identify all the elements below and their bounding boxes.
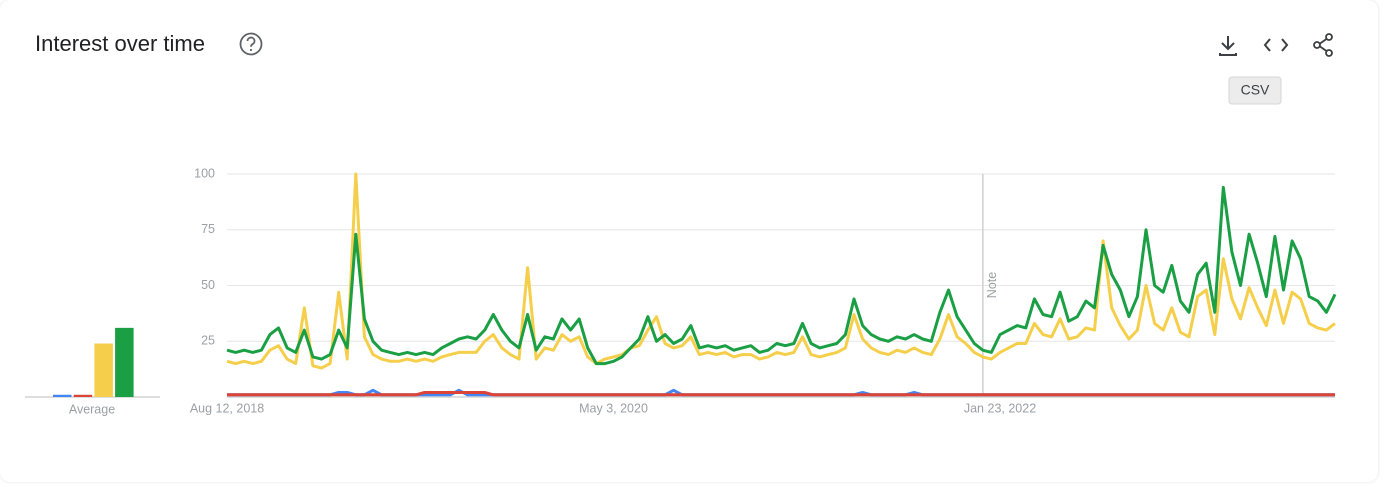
download-icon[interactable] (1219, 36, 1237, 56)
tooltip-text: CSV (1241, 82, 1270, 98)
y-tick-label: 50 (201, 278, 215, 292)
note-label: Note (985, 272, 999, 298)
embed-icon[interactable] (1263, 38, 1289, 52)
series-line (226, 172, 1336, 370)
average-bar (115, 327, 134, 397)
share-icon[interactable] (1313, 33, 1333, 57)
series-line (226, 185, 1337, 366)
x-tick-label: May 3, 2020 (579, 401, 648, 415)
average-bar (73, 394, 93, 397)
avg-label: Average (69, 402, 115, 416)
average-bar (53, 394, 72, 397)
tooltip (1228, 76, 1282, 105)
series-line (227, 391, 1335, 397)
y-tick-label: 75 (201, 222, 215, 236)
y-tick-label: 100 (194, 166, 215, 180)
x-tick-label: Aug 12, 2018 (190, 401, 264, 415)
title: Interest over time (35, 31, 205, 56)
help-icon[interactable] (239, 32, 263, 56)
x-tick-label: Jan 23, 2022 (964, 401, 1036, 415)
y-tick-label: 25 (201, 334, 215, 348)
average-bar (94, 343, 113, 397)
